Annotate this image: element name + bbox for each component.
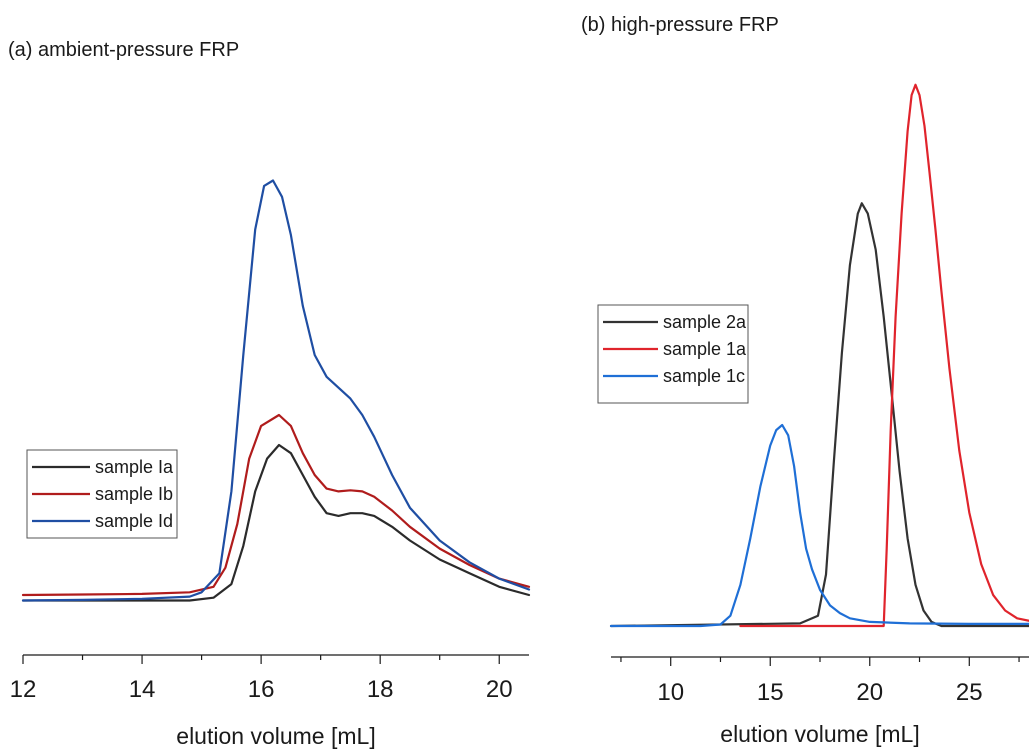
x-tick-label: 10	[657, 679, 684, 706]
series-line-sample-1a	[739, 83, 1029, 628]
panel-b-title: (b) high-pressure FRP	[581, 14, 779, 36]
series-line-sample-1c	[609, 423, 1029, 628]
panel-a-x-ticks: 12 14 16 18 20	[10, 655, 513, 703]
panel-b: (b) high-pressure FRP 10 15 20 25 elution v…	[581, 14, 1029, 747]
series-line-sample-ib	[21, 413, 531, 597]
panel-a-legend: sample Ia sample Ib sample Id	[26, 449, 178, 539]
x-tick-label: 18	[367, 676, 394, 703]
panel-b-x-ticks: 10 15 20 25	[620, 657, 1020, 706]
panel-a-title: (a) ambient-pressure FRP	[8, 39, 239, 61]
x-tick-label: 25	[956, 679, 983, 706]
series-line-sample-2a	[609, 202, 1029, 628]
legend-label: sample Id	[95, 511, 173, 531]
x-tick-label: 14	[129, 676, 156, 703]
legend-label: sample 2a	[663, 312, 747, 332]
legend-label: sample 1a	[663, 339, 747, 359]
panel-b-legend: sample 2a sample 1a sample 1c	[597, 304, 749, 404]
panel-a-plot-area	[21, 179, 531, 602]
legend-label: sample Ia	[95, 457, 174, 477]
x-tick-label: 15	[757, 679, 784, 706]
x-tick-label: 20	[486, 676, 513, 703]
legend-label: sample Ib	[95, 484, 173, 504]
panel-b-x-axis-label: elution volume [mL]	[720, 721, 919, 747]
panel-a-x-axis-label: elution volume [mL]	[176, 723, 375, 749]
x-tick-label: 16	[248, 676, 275, 703]
x-tick-label: 12	[10, 676, 37, 703]
series-line-sample-ia	[21, 443, 531, 602]
legend-label: sample 1c	[663, 366, 745, 386]
x-tick-label: 20	[856, 679, 883, 706]
panel-b-plot-area	[609, 83, 1029, 628]
series-line-sample-id	[21, 179, 531, 602]
panel-a: (a) ambient-pressure FRP 12 14 16 18 20 elut…	[8, 39, 531, 749]
